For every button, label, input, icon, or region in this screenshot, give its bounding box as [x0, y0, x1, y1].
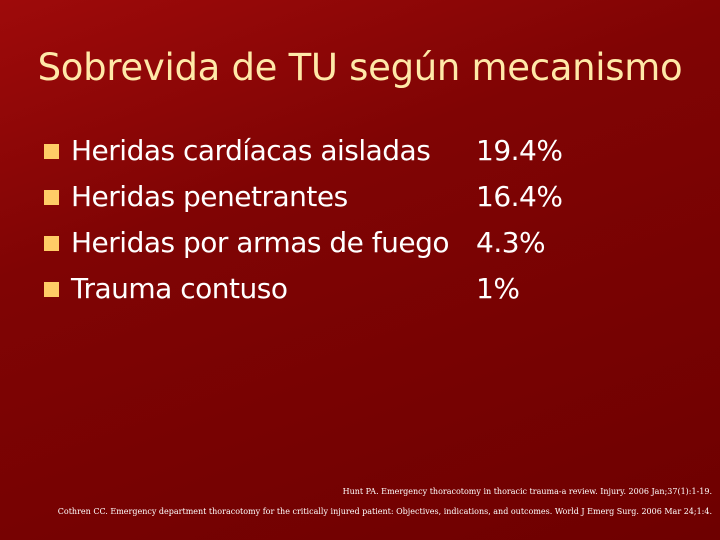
item-value: 16.4%: [476, 180, 563, 213]
square-bullet-icon: [44, 282, 59, 297]
item-label: Heridas penetrantes: [71, 180, 348, 213]
item-value: 4.3%: [476, 226, 546, 259]
item-value: 19.4%: [476, 134, 563, 167]
item-label: Heridas por armas de fuego: [71, 226, 450, 259]
reference-citation: Hunt PA. Emergency thoracotomy in thorac…: [342, 487, 712, 496]
list-item: Trauma contuso 1%: [44, 268, 684, 314]
reference-citation: Cothren CC. Emergency department thoraco…: [57, 507, 712, 516]
item-value: 1%: [476, 272, 520, 305]
item-label: Heridas cardíacas aisladas: [71, 134, 431, 167]
list-item: Heridas penetrantes 16.4%: [44, 176, 684, 222]
slide-title: Sobrevida de TU según mecanismo: [37, 46, 683, 89]
list-item: Heridas cardíacas aisladas 19.4%: [44, 130, 684, 176]
square-bullet-icon: [44, 190, 59, 205]
item-label: Trauma contuso: [71, 272, 288, 305]
square-bullet-icon: [44, 144, 59, 159]
list-item: Heridas por armas de fuego 4.3%: [44, 222, 684, 268]
bullet-list: Heridas cardíacas aisladas 19.4% Heridas…: [44, 130, 684, 314]
square-bullet-icon: [44, 236, 59, 251]
